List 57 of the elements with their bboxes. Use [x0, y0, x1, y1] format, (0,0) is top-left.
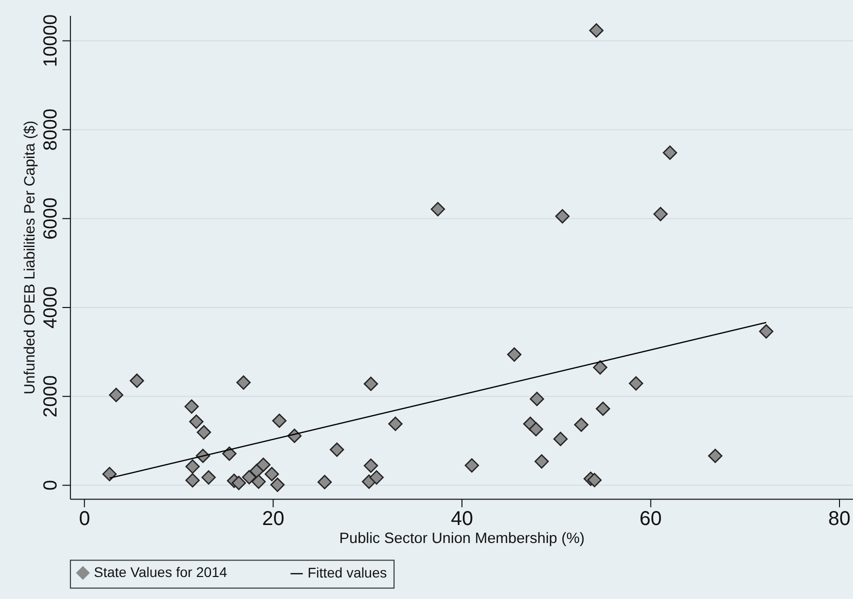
point	[388, 416, 403, 432]
point	[596, 402, 610, 416]
point	[264, 466, 279, 482]
point	[130, 374, 144, 388]
point	[364, 458, 378, 473]
point	[528, 422, 544, 436]
point	[464, 458, 479, 473]
y-tick-label: 0	[40, 480, 62, 491]
point	[430, 202, 446, 216]
point	[272, 414, 287, 428]
x-tick-label: 20	[262, 508, 284, 530]
point	[236, 375, 251, 390]
point	[369, 470, 384, 485]
x-tick-label: 0	[79, 508, 90, 530]
point	[574, 418, 588, 432]
point	[242, 470, 256, 484]
point	[196, 425, 212, 440]
point	[592, 360, 608, 375]
point	[189, 414, 204, 429]
point	[232, 476, 246, 490]
point	[759, 324, 774, 339]
point	[185, 459, 200, 474]
point	[108, 388, 124, 402]
legend-label: Fitted values	[308, 564, 387, 581]
point	[555, 209, 570, 224]
x-tick-label: 40	[450, 508, 474, 530]
y-tick-label: 8000	[40, 108, 62, 151]
point	[653, 206, 668, 222]
point	[553, 432, 568, 446]
point	[708, 448, 722, 464]
y-axis-title: Unfunded OPEB Liabilities Per Capita ($)	[21, 120, 38, 394]
point	[330, 442, 344, 457]
y-tick-label: 2000	[40, 375, 62, 418]
point	[589, 23, 604, 38]
x-tick-label: 60	[640, 508, 662, 530]
point	[184, 399, 199, 414]
x-axis-title: Public Sector Union Membership (%)	[339, 530, 585, 548]
point	[530, 392, 544, 406]
point	[534, 454, 549, 469]
y-tick-label: 6000	[40, 197, 62, 240]
point	[251, 474, 266, 489]
y-tick-label: 10000	[40, 14, 62, 68]
point	[317, 474, 332, 490]
point	[256, 458, 270, 472]
point	[222, 446, 237, 461]
point	[185, 473, 200, 488]
point	[587, 472, 602, 488]
y-tick-label: 4000	[40, 286, 62, 329]
point	[364, 376, 378, 392]
point	[201, 470, 216, 485]
x-tick-label: 80	[828, 508, 850, 530]
point	[102, 466, 117, 482]
point	[507, 347, 522, 362]
point	[628, 376, 644, 391]
point	[270, 478, 285, 492]
legend-label: State Values for 2014	[94, 564, 228, 580]
point	[662, 146, 678, 160]
